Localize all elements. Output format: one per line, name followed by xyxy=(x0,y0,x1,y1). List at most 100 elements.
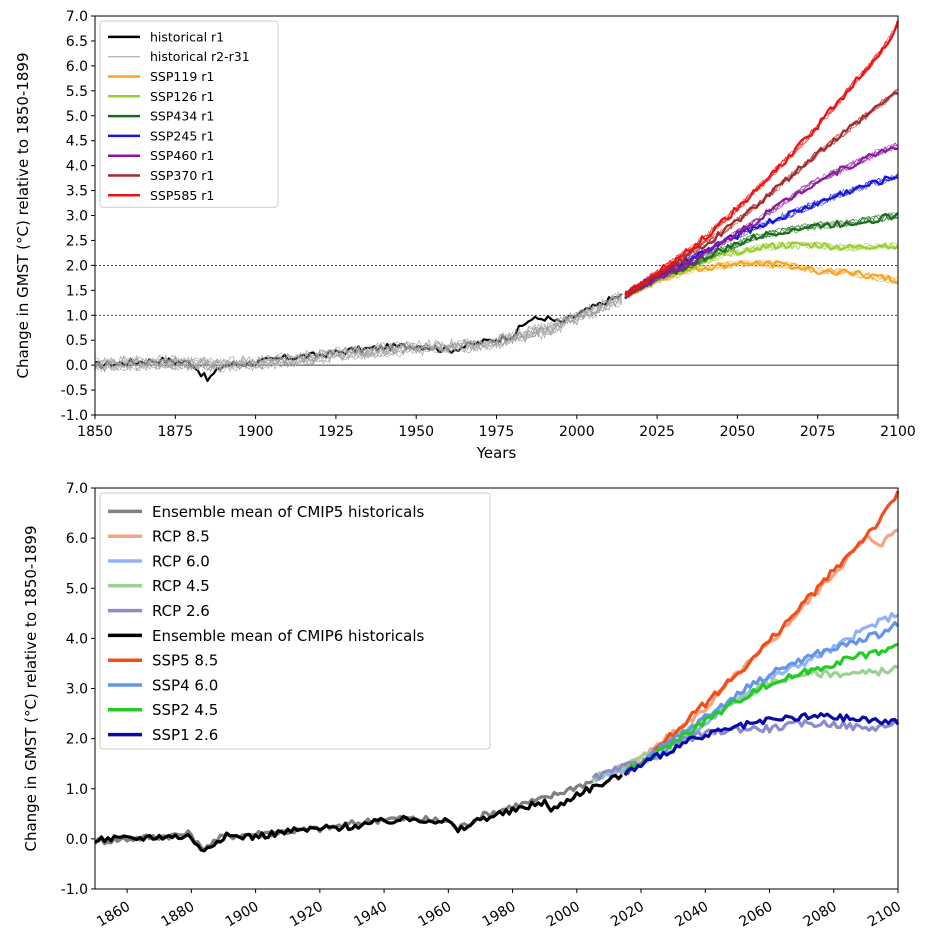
x-tick-label: 1980 xyxy=(480,899,519,931)
x-tick-label: 1960 xyxy=(415,899,454,931)
series-line-3 xyxy=(624,241,899,299)
series-line-6 xyxy=(623,490,900,776)
y-tick-label: 4.0 xyxy=(66,159,88,175)
legend-label: RCP 4.5 xyxy=(152,577,210,595)
x-tick-label: 1860 xyxy=(94,899,133,931)
legend-label: SSP434 r1 xyxy=(150,109,214,124)
legend-label: SSP460 r1 xyxy=(150,148,214,163)
y-tick-label: 5.0 xyxy=(66,109,88,125)
y-tick-label: 1.0 xyxy=(66,308,88,324)
x-tick-label: 2100 xyxy=(865,899,904,931)
legend-label: SSP119 r1 xyxy=(150,69,214,84)
y-tick-label: 5.0 xyxy=(66,581,88,597)
legend-box xyxy=(99,20,279,208)
series-line-3 xyxy=(591,664,899,782)
y-tick-label: 2.0 xyxy=(66,732,88,748)
series-line-6 xyxy=(624,146,899,297)
x-tick-label: 1975 xyxy=(479,424,515,440)
x-tick-label: 1900 xyxy=(223,899,262,931)
legend-label: RCP 2.6 xyxy=(152,602,210,620)
chart-panel-2: -1.0 0.0 1.0 2.0 3.0 4.0 5.0 6.0 7.0 1860 1880 1900… xyxy=(22,481,904,930)
y-tick-label: 6.0 xyxy=(66,531,88,547)
y-tick-label: 1.5 xyxy=(66,283,88,299)
y-tick-label: -1.0 xyxy=(61,408,88,424)
chart-panel-1: -1.0 -0.5 0.0 0.5 1.0 1.5 2.0 2.5 3.0 3.5 4.0 4.5 5.… xyxy=(14,9,916,462)
legend-label: SSP245 r1 xyxy=(150,128,214,143)
y-tick-label: 7.0 xyxy=(66,481,88,497)
y-tick-label: 2.5 xyxy=(66,233,88,249)
y-tick-label: -0.5 xyxy=(61,383,88,399)
x-axis-title: Years xyxy=(476,444,517,462)
legend-label: SSP370 r1 xyxy=(150,168,214,183)
x-tick-label: 1900 xyxy=(238,424,274,440)
series-1-member-line-4 xyxy=(94,294,623,373)
series-line-0 xyxy=(94,293,623,383)
x-tick-label: 2025 xyxy=(639,424,675,440)
series-line-9 xyxy=(623,712,900,776)
x-tick-label: 2060 xyxy=(737,899,776,931)
series-1-member-line-5 xyxy=(94,291,623,372)
series-1-member-line-7 xyxy=(94,293,623,373)
y-tick-label: 0.0 xyxy=(66,832,88,848)
y-tick-label: 5.5 xyxy=(66,84,88,100)
series-line-2 xyxy=(624,259,899,296)
series-1-member-line-6 xyxy=(94,300,623,373)
legend-label: SSP5 8.5 xyxy=(152,652,218,670)
series-2-member-line-4 xyxy=(624,259,899,297)
series-line-8 xyxy=(624,20,900,300)
series-8-member-line-1 xyxy=(624,22,899,295)
legend-label: Ensemble mean of CMIP5 historicals xyxy=(152,503,425,521)
series-4-member-line-4 xyxy=(624,212,899,298)
y-tick-label: 3.0 xyxy=(66,682,88,698)
series-line-8 xyxy=(623,642,899,776)
legend-label: RCP 8.5 xyxy=(152,528,210,546)
series-line-1 xyxy=(591,528,899,781)
series-line-7 xyxy=(623,620,900,777)
series-line-0 xyxy=(93,779,594,853)
x-tick-label: 2020 xyxy=(608,899,647,931)
series-line-5 xyxy=(94,773,624,853)
y-tick-label: 4.5 xyxy=(66,134,88,150)
x-tick-label: 1950 xyxy=(398,424,434,440)
y-tick-label: 2.0 xyxy=(66,258,88,274)
y-tick-label: 0.0 xyxy=(66,358,88,374)
y-tick-label: 3.5 xyxy=(66,184,88,200)
y-tick-label: 0.5 xyxy=(66,333,88,349)
x-tick-label: 1850 xyxy=(77,424,113,440)
x-tick-label: 2000 xyxy=(559,424,595,440)
series-line-7 xyxy=(624,91,899,294)
series-8-member-line-4 xyxy=(624,20,899,297)
legend-box xyxy=(99,492,491,750)
legend-label: SSP4 6.0 xyxy=(152,676,218,694)
y-tick-label: 6.0 xyxy=(66,59,88,75)
y-axis-title: Change in GMST (°C) relative to 1850-189… xyxy=(14,52,32,378)
y-tick-label: 1.0 xyxy=(66,782,88,798)
series-line-4 xyxy=(591,718,899,781)
x-tick-label: 2050 xyxy=(720,424,756,440)
x-tick-label: 2100 xyxy=(880,424,916,440)
x-tick-label: 1880 xyxy=(158,899,197,931)
y-tick-label: -1.0 xyxy=(61,882,88,898)
legend-label: SSP585 r1 xyxy=(150,188,214,203)
legend-label: SSP2 4.5 xyxy=(152,701,218,719)
x-tick-label: 2080 xyxy=(801,899,840,931)
x-tick-label: 2040 xyxy=(672,899,711,931)
legend-label: SSP126 r1 xyxy=(150,89,214,104)
series-1-member-line-9 xyxy=(94,296,623,373)
x-tick-label: 2075 xyxy=(800,424,836,440)
legend-label: Ensemble mean of CMIP6 historicals xyxy=(152,627,425,645)
y-tick-label: 6.5 xyxy=(66,34,88,50)
x-tick-label: 1920 xyxy=(287,899,326,931)
y-tick-label: 3.0 xyxy=(66,209,88,225)
legend-label: historical r2-r31 xyxy=(150,49,250,64)
legend-label: SSP1 2.6 xyxy=(152,726,218,744)
series-8-member-line-2 xyxy=(624,25,899,297)
x-tick-label: 1925 xyxy=(318,424,354,440)
series-1-member-line-0 xyxy=(94,294,623,372)
y-tick-label: 7.0 xyxy=(66,9,88,25)
legend-label: historical r1 xyxy=(150,29,224,44)
x-tick-label: 2000 xyxy=(544,899,583,931)
x-tick-label: 1940 xyxy=(351,899,390,931)
legend-label: RCP 6.0 xyxy=(152,552,210,570)
